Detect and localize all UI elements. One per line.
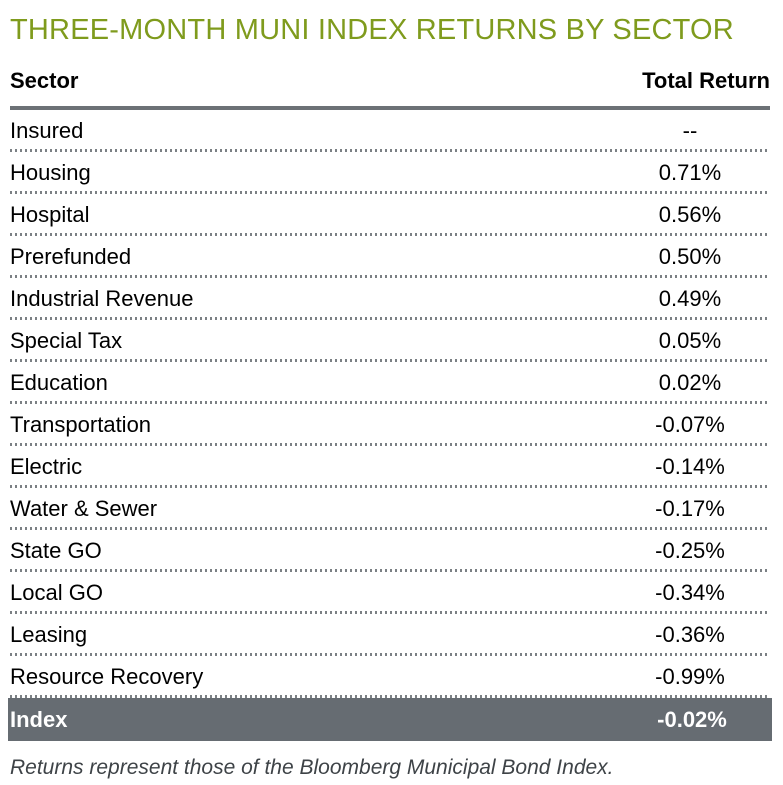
sector-cell: Industrial Revenue bbox=[10, 286, 194, 311]
index-value-cell: -0.02% bbox=[657, 706, 727, 732]
sector-cell: Education bbox=[10, 370, 108, 395]
sector-cell: Insured bbox=[10, 118, 84, 143]
column-header-sector: Sector bbox=[10, 68, 79, 93]
returns-table: Sector Total Return Insured -- Housing 0… bbox=[8, 68, 772, 741]
sector-cell: Special Tax bbox=[10, 328, 123, 353]
table-header-row: Sector Total Return bbox=[10, 68, 770, 106]
index-row: Index -0.02% bbox=[8, 698, 772, 741]
value-cell: -0.17% bbox=[655, 496, 725, 521]
table-body: Insured -- Housing 0.71% Hospital 0.56% … bbox=[10, 110, 770, 698]
header-rule bbox=[10, 106, 770, 110]
footnote: Returns represent those of the Bloomberg… bbox=[10, 756, 614, 779]
value-cell: 0.05% bbox=[658, 328, 722, 353]
value-cell: -0.14% bbox=[655, 454, 725, 479]
table-row: Housing 0.71% bbox=[10, 152, 770, 194]
value-cell: -- bbox=[682, 118, 698, 143]
value-cell: 0.56% bbox=[658, 202, 722, 227]
table-row: State GO -0.25% bbox=[10, 530, 770, 572]
sector-cell: Resource Recovery bbox=[10, 664, 204, 689]
table-row: Electric -0.14% bbox=[10, 446, 770, 488]
value-cell: 0.50% bbox=[658, 244, 722, 269]
sector-cell: Hospital bbox=[10, 202, 90, 227]
sector-cell: Local GO bbox=[10, 580, 103, 605]
value-cell: -0.34% bbox=[655, 580, 725, 605]
table-row: Local GO -0.34% bbox=[10, 572, 770, 614]
table-row: Industrial Revenue 0.49% bbox=[10, 278, 770, 320]
table-row: Resource Recovery -0.99% bbox=[10, 656, 770, 698]
sector-cell: Housing bbox=[10, 160, 91, 185]
sector-cell: Transportation bbox=[10, 412, 152, 437]
value-cell: 0.49% bbox=[658, 286, 722, 311]
sector-cell: Prerefunded bbox=[10, 244, 132, 269]
sector-cell: Electric bbox=[10, 454, 83, 479]
sector-cell: Leasing bbox=[10, 622, 88, 647]
table-row: Water & Sewer -0.17% bbox=[10, 488, 770, 530]
sector-cell: Water & Sewer bbox=[10, 496, 158, 521]
table-row: Special Tax 0.05% bbox=[10, 320, 770, 362]
table-row: Insured -- bbox=[10, 110, 770, 152]
value-cell: -0.99% bbox=[655, 664, 725, 689]
sector-cell: State GO bbox=[10, 538, 102, 563]
value-cell: -0.25% bbox=[655, 538, 725, 563]
value-cell: 0.71% bbox=[658, 160, 722, 185]
column-header-total-return: Total Return bbox=[642, 68, 770, 93]
table-row: Transportation -0.07% bbox=[10, 404, 770, 446]
index-sector-cell: Index bbox=[10, 706, 68, 732]
table-row: Leasing -0.36% bbox=[10, 614, 770, 656]
table-row: Education 0.02% bbox=[10, 362, 770, 404]
table-row: Prerefunded 0.50% bbox=[10, 236, 770, 278]
table-row: Hospital 0.56% bbox=[10, 194, 770, 236]
value-cell: -0.07% bbox=[655, 412, 725, 437]
value-cell: -0.36% bbox=[655, 622, 725, 647]
figure-title: THREE-MONTH MUNI INDEX RETURNS BY SECTOR bbox=[10, 14, 734, 46]
value-cell: 0.02% bbox=[658, 370, 722, 395]
